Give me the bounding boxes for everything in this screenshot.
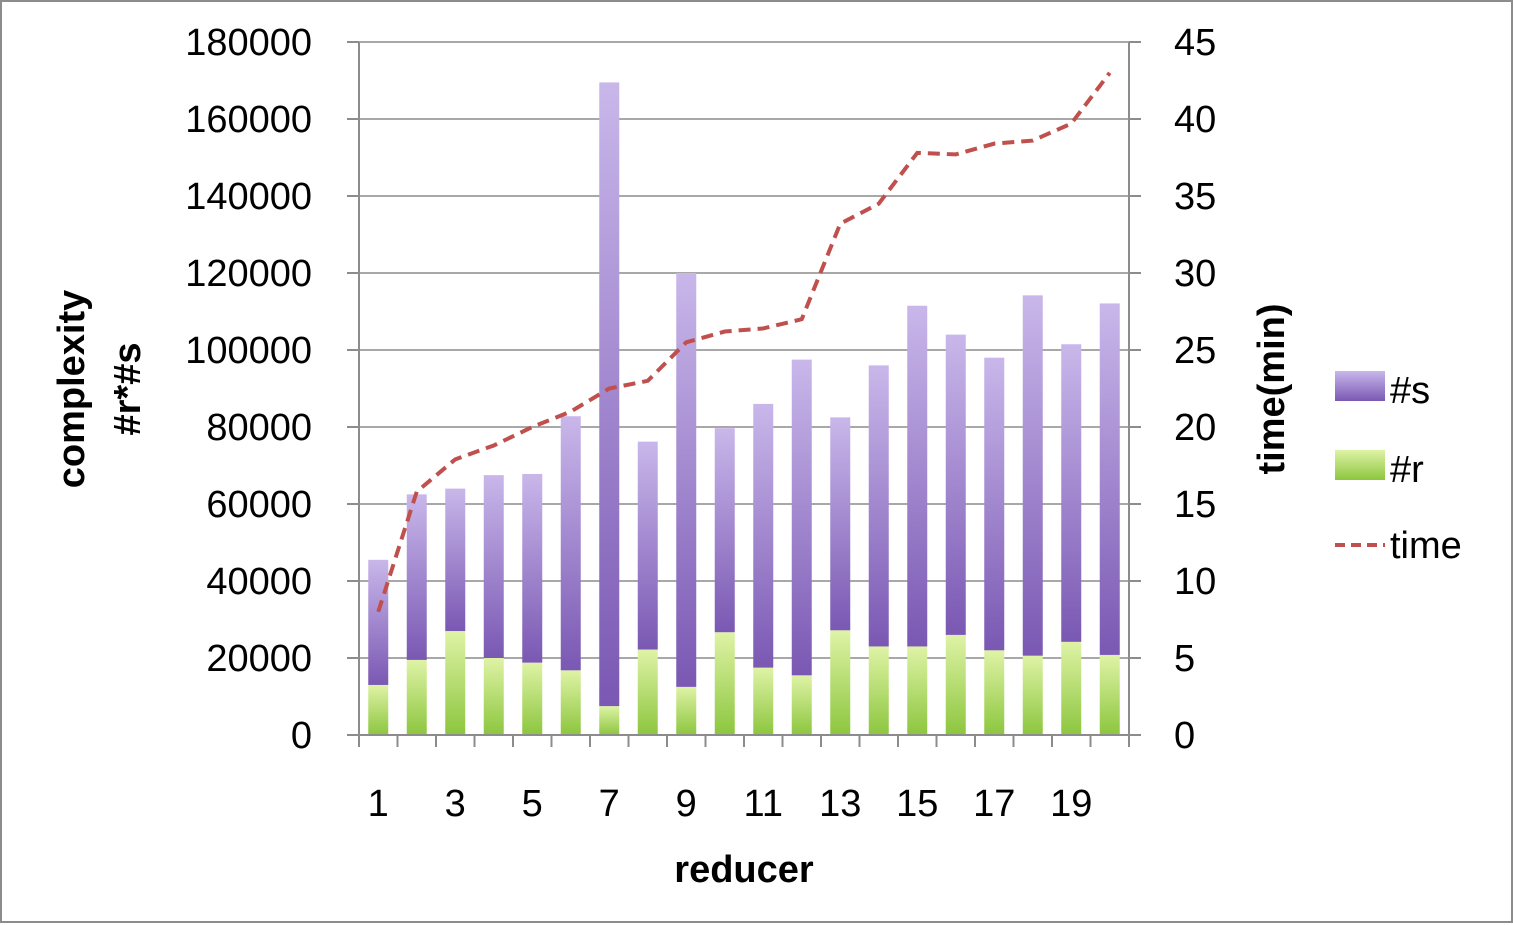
- bar-s: [1099, 303, 1120, 655]
- y2-tick-label: 45: [1174, 22, 1216, 64]
- tick-labels: 0 20000 40000 60000 80000 100000 120000 140000 1…: [185, 22, 1216, 825]
- x-tick-label: 15: [896, 783, 938, 825]
- x-tick-label: 1: [368, 783, 389, 825]
- bar-s: [406, 494, 427, 660]
- bar-r: [753, 667, 774, 735]
- y-tick-label: 80000: [206, 407, 312, 449]
- bar-s: [753, 403, 774, 668]
- time-series-line: [376, 71, 1112, 613]
- bar-s: [791, 359, 812, 676]
- bar-s: [522, 473, 543, 663]
- y-axis-title: complexity #r*#s: [51, 290, 149, 489]
- axes: [347, 41, 1141, 747]
- y-tick-label: 120000: [185, 253, 312, 295]
- y-tick-label: 180000: [185, 22, 312, 64]
- y2-tick-label: 40: [1174, 99, 1216, 141]
- bar-r: [830, 630, 851, 735]
- legend-swatch-s: [1335, 371, 1385, 401]
- bar-r: [560, 670, 581, 735]
- bar-r: [445, 631, 466, 735]
- x-tick-label: 9: [676, 783, 697, 825]
- x-tick-label: 19: [1050, 783, 1092, 825]
- bar-s: [445, 488, 466, 632]
- bar-s: [984, 357, 1005, 651]
- bar-r: [368, 684, 389, 735]
- y-axis-title-line: complexity: [51, 290, 93, 489]
- y2-tick-label: 25: [1174, 330, 1216, 372]
- bar-r: [1022, 655, 1043, 735]
- bar-s: [830, 417, 851, 631]
- x-tick-label: 7: [599, 783, 620, 825]
- bar-s: [637, 441, 658, 650]
- legend-label-s: #s: [1390, 370, 1430, 412]
- bar-r: [714, 632, 735, 735]
- legend-item-r: #r: [1335, 449, 1424, 491]
- y2-axis-title: time(min): [1251, 304, 1293, 475]
- bar-r: [1061, 641, 1082, 735]
- y-tick-label: 160000: [185, 99, 312, 141]
- bar-r: [522, 662, 543, 735]
- legend-item-s: #s: [1335, 370, 1430, 412]
- legend-swatch-r: [1335, 450, 1385, 480]
- gridlines: [359, 41, 1129, 659]
- legend-label-time: time: [1390, 525, 1462, 567]
- x-axis-title: reducer: [674, 849, 814, 891]
- y-tick-label: 40000: [206, 561, 312, 603]
- bar-r: [791, 675, 812, 735]
- axis-titles: reducer complexity #r*#s time(min): [51, 290, 1293, 891]
- y2-tick-label: 35: [1174, 176, 1216, 218]
- bar-s: [1022, 295, 1043, 656]
- y-axis-title-line: #r*#s: [107, 343, 149, 436]
- y2-tick-label: 30: [1174, 253, 1216, 295]
- bar-s: [907, 305, 928, 647]
- x-tick-label: 11: [744, 783, 783, 825]
- y-tick-label: 0: [291, 715, 312, 757]
- x-tick-label: 3: [445, 783, 466, 825]
- bar-r: [945, 634, 966, 735]
- bar-s: [945, 334, 966, 635]
- bar-r: [406, 659, 427, 735]
- bar-s: [1061, 344, 1082, 642]
- bar-s: [560, 416, 581, 671]
- bar-s: [676, 273, 697, 687]
- bar-r: [868, 646, 889, 735]
- bar-s: [868, 365, 889, 647]
- y2-tick-label: 20: [1174, 407, 1216, 449]
- y2-tick-label: 0: [1174, 715, 1195, 757]
- y2-tick-label: 10: [1174, 561, 1216, 603]
- bar-s: [483, 475, 504, 658]
- bars: [368, 82, 1120, 735]
- bar-r: [907, 646, 928, 735]
- bar-r: [599, 706, 620, 735]
- bar-r: [483, 658, 504, 735]
- y-tick-label: 100000: [185, 330, 312, 372]
- bar-s: [368, 559, 389, 685]
- time-line: [376, 71, 1112, 613]
- legend-item-time: time: [1335, 525, 1462, 567]
- bar-s: [714, 428, 735, 633]
- bar-s: [599, 82, 620, 707]
- x-tick-label: 13: [819, 783, 861, 825]
- x-tick-label: 5: [522, 783, 543, 825]
- bar-r: [1099, 654, 1120, 735]
- legend: #s #r time: [1335, 370, 1462, 567]
- bar-r: [676, 686, 697, 735]
- y2-tick-label: 5: [1174, 638, 1195, 680]
- legend-label-r: #r: [1390, 449, 1424, 491]
- x-tick-label: 17: [973, 783, 1015, 825]
- bar-r: [637, 649, 658, 735]
- y-tick-label: 60000: [206, 484, 312, 526]
- y-tick-label: 20000: [206, 638, 312, 680]
- y2-tick-label: 15: [1174, 484, 1216, 526]
- bar-r: [984, 650, 1005, 735]
- y-tick-label: 140000: [185, 176, 312, 218]
